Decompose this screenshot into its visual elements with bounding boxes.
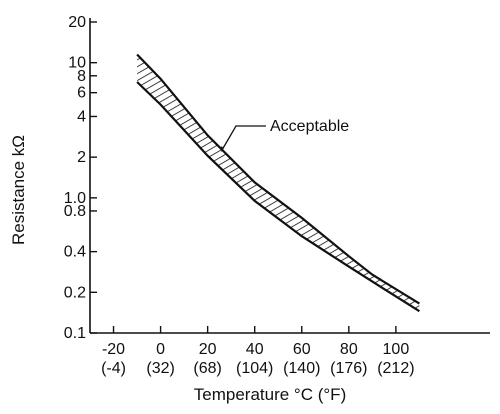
y-tick-label: 0.8	[64, 203, 86, 220]
x-tick-sublabel: (-4)	[101, 360, 126, 377]
y-tick-label: 8	[77, 68, 86, 85]
x-tick-label: 40	[246, 341, 264, 358]
y-tick-label: 6	[77, 85, 86, 102]
lower-limit-line	[136, 81, 420, 313]
upper-limit-line	[136, 53, 420, 305]
x-tick-sublabel: (140)	[283, 360, 320, 377]
x-tick-label: 60	[293, 341, 311, 358]
x-tick-sublabel: (176)	[330, 360, 367, 377]
y-tick-label: 0.4	[64, 244, 86, 261]
y-tick-label: 20	[68, 14, 86, 31]
x-tick-label: 100	[383, 341, 410, 358]
acceptable-band-fill	[137, 54, 420, 312]
axes	[89, 18, 490, 334]
x-axis-title: Temperature °C (°F)	[194, 385, 346, 404]
x-tick-sublabel: (32)	[146, 360, 174, 377]
acceptable-band	[136, 53, 420, 313]
annotation-label: Acceptable	[270, 118, 349, 135]
x-tick-label: 80	[340, 341, 358, 358]
x-tick-sublabel: (212)	[377, 360, 414, 377]
x-tick-label: 20	[199, 341, 217, 358]
y-tick-label: 1.0	[64, 190, 86, 207]
y-tick-label: 4	[77, 108, 86, 125]
y-tick-label: 10	[68, 55, 86, 72]
x-tick-label: -20	[102, 341, 125, 358]
x-tick-sublabel: (104)	[236, 360, 273, 377]
y-tick-label: 0.2	[64, 284, 86, 301]
annotations: Acceptable	[221, 118, 349, 153]
x-tick-label: 0	[156, 341, 165, 358]
y-axis-title: Resistance kΩ	[9, 135, 28, 245]
y-tick-label: 2	[77, 149, 86, 166]
annotation-leader	[221, 125, 266, 153]
x-tick-sublabel: (68)	[193, 360, 221, 377]
y-tick-label: 0.1	[64, 325, 86, 342]
